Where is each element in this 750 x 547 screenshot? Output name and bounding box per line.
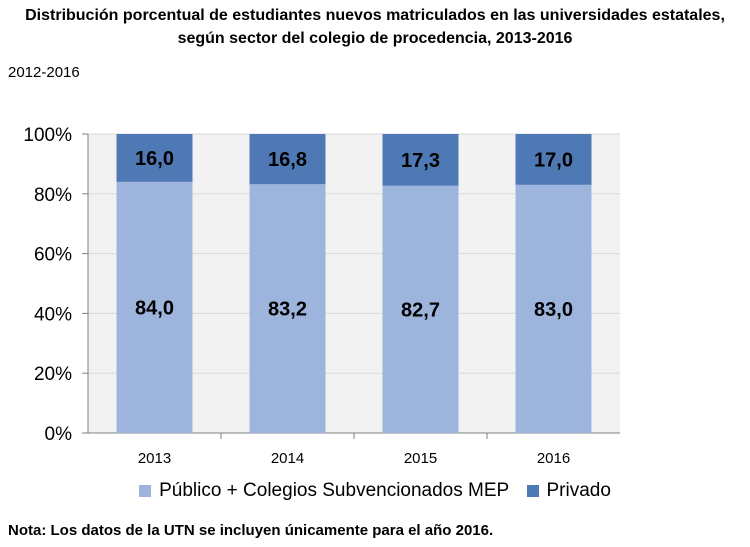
bar-publico-2015 [382, 185, 459, 433]
bar-privado-2015 [382, 134, 459, 186]
chart-title-line1: Distribución porcentual de estudiantes n… [25, 7, 725, 24]
bar-privado-2013 [116, 134, 193, 182]
x-tick-label: 2015 [404, 450, 437, 467]
data-label-publico-2014: 83,2 [268, 299, 307, 321]
x-tick-label: 2014 [271, 450, 304, 467]
legend-swatch-publico [139, 485, 152, 497]
bar-publico-2016 [515, 184, 592, 433]
data-label-privado-2014: 16,8 [268, 149, 307, 171]
data-label-privado-2013: 16,0 [135, 148, 174, 170]
chart-title: Distribución porcentual de estudiantes n… [0, 4, 750, 50]
y-tick-label: 60% [34, 245, 72, 266]
bar-publico-2013 [116, 181, 193, 433]
y-tick-label: 20% [34, 364, 72, 385]
stacked-bar-chart: 0% 20% 40% 60% 80% 100% 84,0 16,0 2013 83,2 16,8 20… [23, 125, 620, 467]
y-tick-label: 0% [45, 424, 73, 445]
data-label-privado-2015: 17,3 [401, 150, 440, 172]
x-tick-label: 2016 [537, 450, 570, 467]
x-tick-label: 2013 [138, 450, 171, 467]
data-label-publico-2016: 83,0 [534, 299, 573, 321]
y-tick-label: 80% [34, 185, 72, 206]
data-label-privado-2016: 17,0 [534, 149, 573, 171]
footnote: Nota: Los datos de la UTN se incluyen ún… [8, 522, 494, 539]
bar-privado-2014 [249, 134, 326, 185]
y-tick-label: 100% [23, 125, 72, 146]
data-label-publico-2013: 84,0 [135, 297, 174, 319]
legend: Público + Colegios Subvencionados MEP Pr… [0, 480, 750, 503]
y-tick-label: 40% [34, 304, 72, 325]
legend-swatch-privado [526, 485, 539, 497]
bar-privado-2016 [515, 134, 592, 185]
legend-item-publico: Público + Colegios Subvencionados MEP [139, 480, 509, 502]
data-label-publico-2015: 82,7 [401, 299, 440, 321]
chart-title-line2: según sector del colegio de procedencia,… [177, 30, 573, 47]
legend-label-publico: Público + Colegios Subvencionados MEP [159, 480, 510, 501]
legend-label-privado: Privado [546, 480, 611, 501]
bar-publico-2014 [249, 184, 326, 433]
legend-item-privado: Privado [526, 480, 611, 502]
range-label: 2012-2016 [8, 64, 80, 81]
